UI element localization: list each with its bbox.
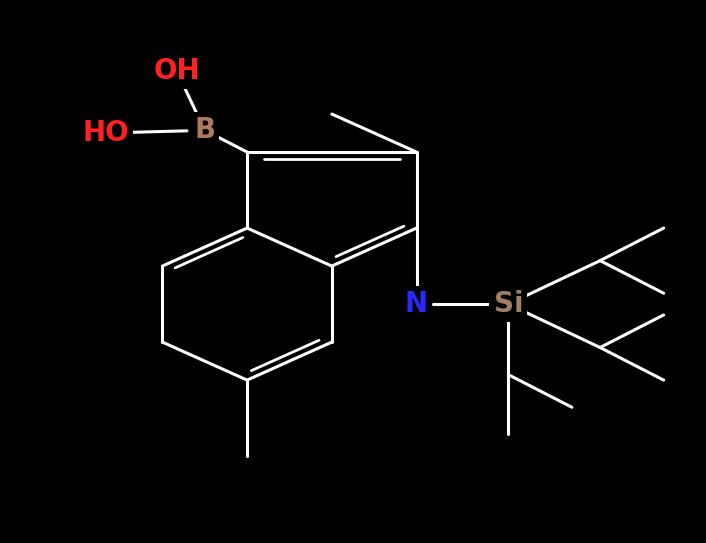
Text: HO: HO — [83, 119, 129, 147]
Text: Si: Si — [493, 290, 523, 318]
Text: B: B — [194, 116, 215, 144]
Text: N: N — [405, 290, 428, 318]
Text: OH: OH — [153, 56, 200, 85]
